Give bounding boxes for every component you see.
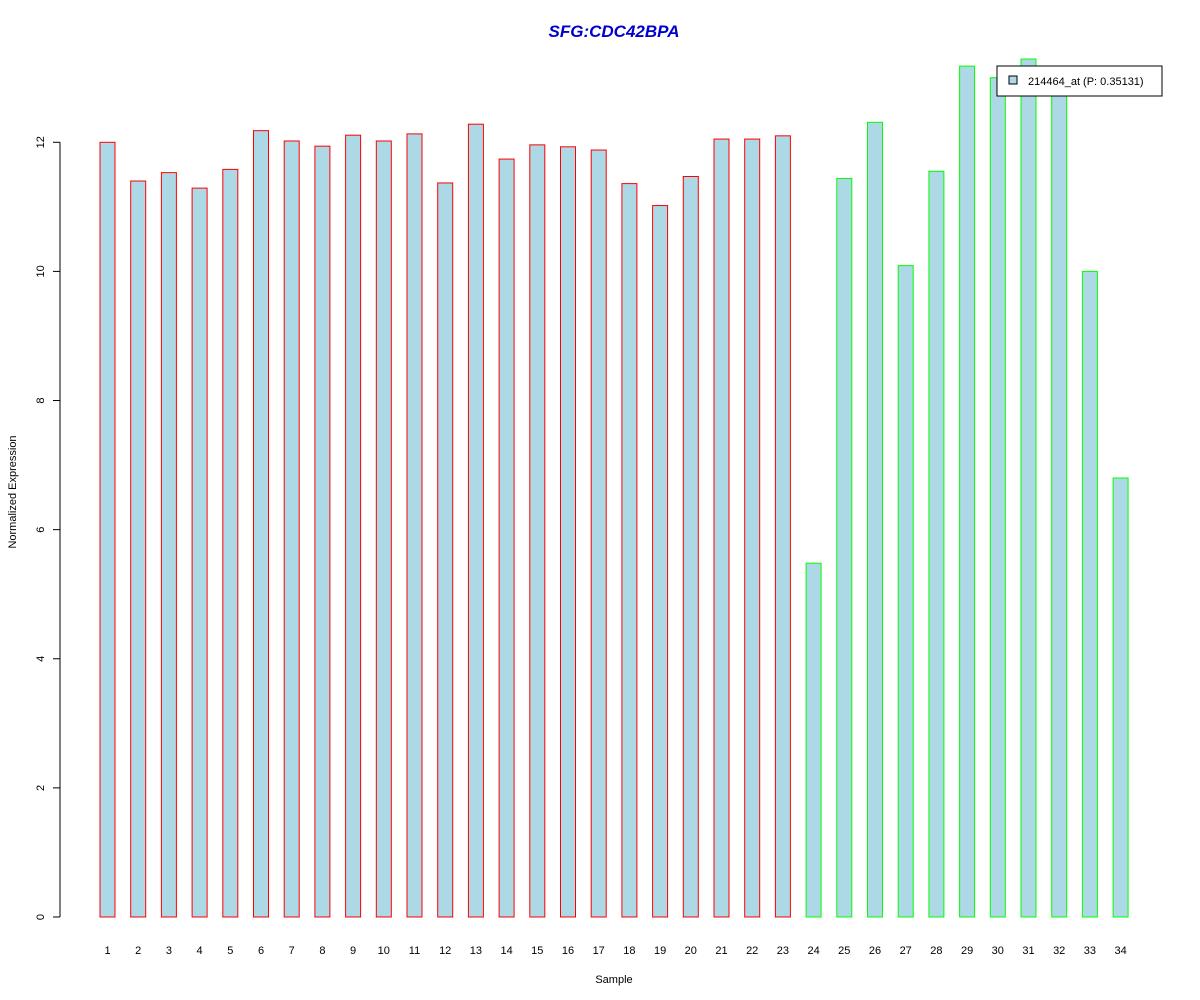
x-axis-label: Sample <box>595 974 632 986</box>
x-tick-label: 18 <box>623 945 635 957</box>
x-tick-label: 4 <box>197 945 203 957</box>
x-tick-label: 16 <box>562 945 574 957</box>
x-tick-label: 12 <box>439 945 451 957</box>
bar-sample-29 <box>959 65 976 918</box>
x-tick-label: 30 <box>992 945 1004 957</box>
x-tick-label: 7 <box>289 945 295 957</box>
y-axis: 0 2 4 6 8 10 12 Normalized Expression <box>7 136 61 920</box>
bar-sample-32 <box>1051 83 1068 918</box>
y-tick-label: 8 <box>35 397 47 403</box>
x-tick-label: 2 <box>135 945 141 957</box>
y-tick-label: 6 <box>35 527 47 533</box>
x-tick-label: 22 <box>746 945 758 957</box>
x-tick-label: 11 <box>409 945 420 957</box>
x-tick-label: 25 <box>838 945 850 957</box>
bar-sample-8 <box>314 145 331 918</box>
bar-sample-2 <box>130 180 147 918</box>
bar-sample-24 <box>805 562 822 918</box>
x-tick-labels: 1 2 3 4 5 6 7 8 9 10 11 12 13 14 15 16 17 18 19 20 21 22 23 24 2… <box>104 945 1126 957</box>
bar-sample-28 <box>928 170 945 918</box>
bar-sample-20 <box>682 175 699 918</box>
x-tick-label: 3 <box>166 945 172 957</box>
bar-sample-27 <box>897 265 914 918</box>
bar-sample-18 <box>621 183 638 918</box>
x-tick-label: 27 <box>900 945 912 957</box>
bar-sample-25 <box>836 177 853 918</box>
bar-sample-23 <box>774 135 791 918</box>
bar-sample-17 <box>590 149 607 918</box>
bar-sample-9 <box>345 134 362 918</box>
x-tick-label: 24 <box>807 945 819 957</box>
legend: 214464_at (P: 0.35131) <box>996 65 1163 97</box>
bar-sample-33 <box>1081 270 1098 918</box>
y-axis-label: Normalized Expression <box>7 435 19 548</box>
x-tick-label: 10 <box>378 945 390 957</box>
bar-sample-14 <box>498 158 515 918</box>
y-tick-label: 2 <box>35 785 47 791</box>
x-tick-label: 5 <box>227 945 233 957</box>
x-tick-label: 33 <box>1084 945 1096 957</box>
y-tick-label: 0 <box>35 914 47 920</box>
bars <box>99 58 1129 918</box>
x-tick-label: 6 <box>258 945 264 957</box>
x-tick-label: 32 <box>1053 945 1065 957</box>
bar-sample-7 <box>283 140 300 918</box>
x-tick-label: 34 <box>1114 945 1126 957</box>
legend-box <box>996 65 1163 97</box>
x-tick-label: 14 <box>500 945 512 957</box>
bar-sample-6 <box>253 130 269 918</box>
bar-sample-13 <box>467 123 484 918</box>
x-tick-label: 31 <box>1022 945 1034 957</box>
y-tick-label: 4 <box>35 656 47 662</box>
bar-sample-15 <box>529 144 546 918</box>
bar-sample-11 <box>406 133 423 918</box>
x-tick-label: 9 <box>350 945 356 957</box>
x-tick-label: 15 <box>531 945 543 957</box>
x-tick-label: 28 <box>930 945 942 957</box>
legend-swatch <box>1008 75 1018 85</box>
x-tick-label: 23 <box>777 945 789 957</box>
bar-sample-3 <box>160 172 177 918</box>
x-tick-label: 21 <box>715 945 727 957</box>
x-tick-label: 1 <box>104 945 110 957</box>
x-tick-label: 26 <box>869 945 881 957</box>
y-tick-label: 10 <box>35 265 47 277</box>
bar-sample-4 <box>191 187 208 918</box>
x-tick-label: 17 <box>593 945 605 957</box>
bar-sample-30 <box>989 77 1006 918</box>
x-tick-label: 19 <box>654 945 666 957</box>
x-tick-label: 20 <box>685 945 697 957</box>
bar-sample-26 <box>867 121 883 918</box>
x-tick-label: 8 <box>319 945 325 957</box>
y-tick-label: 12 <box>35 136 47 148</box>
chart-title: SFG:CDC42BPA <box>549 22 680 41</box>
bar-sample-12 <box>437 182 454 918</box>
bar-sample-22 <box>744 138 761 918</box>
legend-label: 214464_at (P: 0.35131) <box>1028 76 1144 88</box>
bar-sample-31 <box>1020 58 1037 918</box>
bar-sample-21 <box>713 138 730 918</box>
y-ticks: 0 2 4 6 8 10 12 <box>35 136 60 920</box>
bar-sample-16 <box>560 146 576 918</box>
x-tick-label: 29 <box>961 945 973 957</box>
bar-sample-5 <box>222 168 239 918</box>
bar-sample-34 <box>1112 477 1129 918</box>
bar-sample-10 <box>375 140 392 918</box>
bar-sample-1 <box>99 141 116 918</box>
bar-sample-19 <box>652 205 669 918</box>
x-tick-label: 13 <box>470 945 482 957</box>
